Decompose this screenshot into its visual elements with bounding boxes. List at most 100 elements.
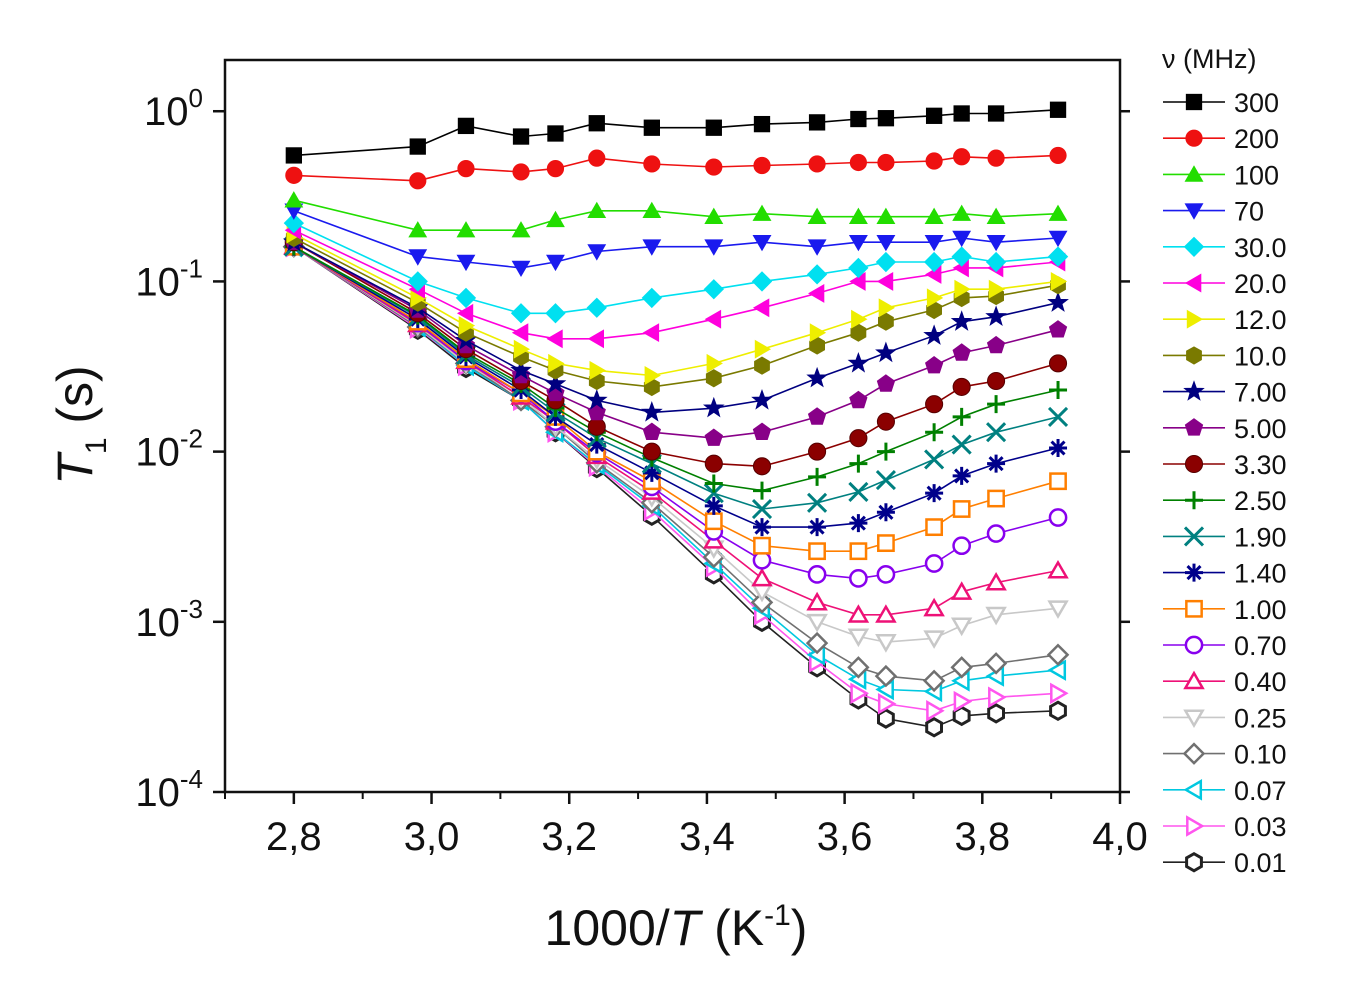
data-point [1185,93,1203,111]
legend-item: 1.90 [1163,522,1287,552]
data-point [642,201,662,218]
data-point [986,422,1007,443]
data-point [642,323,660,343]
data-point [457,160,475,178]
data-point [704,496,723,515]
series-0.40 [283,236,1069,623]
series-line [293,246,1059,528]
legend-label: 0.10 [1234,740,1287,770]
legend-item: 0.10 [1163,740,1287,770]
legend-item: 100 [1163,160,1279,190]
legend-label: 12.0 [1234,305,1287,335]
data-point [950,581,973,600]
series-line [293,210,1059,269]
legend-item: 5.00 [1163,414,1287,444]
data-point [987,105,1005,122]
data-point [809,336,825,355]
series-30.0 [283,212,1069,324]
data-point [923,630,945,649]
y-tick-label: 10-4 [135,764,203,815]
data-point [1184,454,1204,474]
legend-item: 0.40 [1163,667,1287,697]
data-point [987,489,1005,508]
data-point [588,149,606,167]
legend-label: 200 [1234,124,1279,154]
data-point [985,606,1007,626]
data-point [805,631,829,655]
legend-item: 200 [1163,124,1279,154]
y-tick-label: 10-3 [135,594,203,645]
data-point [704,512,723,531]
data-point [587,201,607,218]
legend-label: 0.01 [1234,848,1287,878]
data-point [547,125,564,142]
legend-label: 3.30 [1234,450,1287,480]
data-point [456,254,476,272]
legend-item: 0.07 [1163,776,1287,806]
series-line [293,246,1059,510]
legend-label: 0.25 [1234,703,1287,733]
data-point [849,542,868,561]
data-point [875,604,897,623]
data-point [456,303,474,323]
data-point [545,303,566,324]
data-point [847,604,870,623]
data-point [285,166,303,184]
data-point [586,297,607,318]
data-point [1048,354,1068,373]
data-point [706,353,723,373]
data-point [511,323,529,343]
plot-area-border [223,58,1122,794]
y-axis: 100 10-1 10-2 10-3 10-4 [135,83,1130,815]
data-point [510,359,532,380]
data-point [851,309,868,329]
series-3.30 [284,233,1068,476]
data-point [752,235,772,252]
data-point [283,212,305,234]
series-line [293,246,1059,616]
data-point [1047,659,1067,681]
data-point [922,669,946,693]
data-point [1185,563,1203,582]
legend-label: 300 [1234,88,1279,118]
data-point [847,352,870,373]
series-line [293,154,1059,182]
data-point [876,272,894,291]
data-point [850,323,867,342]
x-tick-label: 4,0 [1092,815,1148,859]
series-0.10 [282,235,1070,693]
data-point [924,235,944,252]
data-point [1186,815,1205,837]
data-point [588,115,605,132]
data-point [641,287,663,309]
data-point [1048,508,1068,527]
series-line [293,222,1059,315]
data-point [753,518,771,537]
data-point [925,107,943,124]
data-point [751,567,773,587]
data-point [987,371,1006,391]
legend-label: 2.50 [1234,486,1287,516]
data-point [950,310,973,331]
data-point [987,149,1005,167]
data-point [952,377,971,396]
legend-item: 2.50 [1163,486,1287,516]
data-point [546,210,565,228]
data-point [926,300,942,320]
data-point [753,536,771,555]
data-point [284,191,304,208]
data-point [752,204,772,221]
data-point [808,542,826,561]
data-point [1049,381,1068,400]
data-point [1185,129,1203,147]
data-point [849,153,867,172]
data-point [1186,346,1202,365]
data-point [1049,146,1067,165]
data-point [1184,203,1204,220]
data-point [924,554,944,573]
y-axis-title: T1 (s) [47,365,113,484]
data-point [808,518,827,537]
data-point [807,492,828,513]
data-point [642,239,662,256]
